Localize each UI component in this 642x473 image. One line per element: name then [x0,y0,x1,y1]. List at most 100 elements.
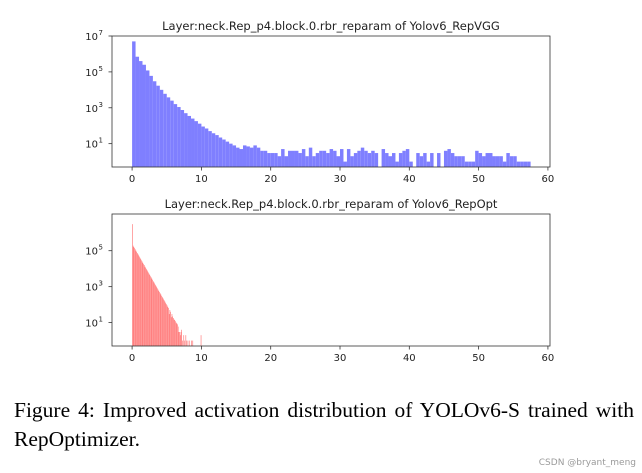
histogram-bar [157,289,159,346]
histogram-bar [191,118,195,167]
watermark: CSDN @bryant_meng [538,458,636,468]
histogram-bar [197,123,202,167]
histogram-bar [215,135,219,167]
x-tick-label: 30 [334,353,347,364]
x-tick-label: 20 [264,174,277,185]
histogram-bar [141,261,143,346]
histogram-bar [145,268,147,346]
histogram-bar [385,153,389,167]
histogram-bar [159,293,161,346]
histogram-bar [478,153,483,167]
histogram-bar [253,145,257,167]
x-tick-label: 40 [403,353,416,364]
histogram-bar [161,295,162,346]
histogram-bar [145,267,146,346]
histogram-bar [154,283,155,346]
y-tick-base: 10 [85,140,98,151]
histogram-bar [140,259,142,346]
histogram-bar [178,332,180,346]
histogram-bar [263,150,268,167]
y-tick-label: 10 [85,140,98,151]
x-tick-label: 50 [472,353,485,364]
histogram-bar [139,256,140,346]
histogram-bar [187,115,192,167]
histogram-bar [471,161,476,167]
histogram-bar [175,321,176,346]
y-tick-label: 10 [85,247,98,258]
histogram-bar [246,146,250,167]
histogram-bar [506,153,510,167]
histogram-bar [152,281,154,346]
histogram-bar [371,150,375,167]
histogram-bar [319,150,323,167]
histogram-bar [291,150,295,167]
histogram-bar [298,153,302,167]
histogram-bar [454,156,458,167]
histogram-bar [136,251,137,346]
histogram-bar [485,153,490,167]
histogram-bar [475,150,479,167]
histogram-bar [173,104,178,167]
histogram-bar [201,126,205,167]
histogram-bar [135,56,140,167]
histogram-bar [367,153,372,167]
histogram-bar [229,143,233,167]
y-tick-base: 10 [85,283,98,294]
histogram-bar [170,100,174,167]
histogram-bar [353,153,358,167]
histogram-bar [159,292,160,346]
histogram-bar [288,150,292,167]
histogram-bar [132,41,136,167]
y-tick-exponent: 5 [99,244,103,252]
histogram-bar [179,335,181,346]
histogram-bar [133,247,135,346]
x-tick-label: 30 [334,174,347,185]
histogram-bar [423,153,427,167]
histogram-bar [142,64,146,167]
x-tick-label: 10 [195,174,208,185]
histogram-bar [188,340,190,346]
histogram-bar [173,319,175,346]
histogram-bar [186,340,187,346]
histogram-bar [191,340,192,346]
histogram-bar [177,107,181,167]
y-tick-exponent: 1 [99,137,103,145]
y-tick-exponent: 3 [99,280,103,288]
y-tick-base: 10 [85,104,98,115]
histogram-bar [159,89,164,167]
y-tick-exponent: 7 [99,29,103,37]
histogram-bar [154,284,156,346]
histogram-bar [468,161,472,167]
histogram-bar [457,156,462,167]
histogram-bar [187,340,189,346]
histogram-bar [211,133,216,167]
histogram-bar [270,153,275,167]
histogram-bar [513,156,517,167]
histogram-bar [398,153,403,167]
histogram-bar [225,141,230,167]
histogram-bar [499,156,503,167]
x-tick-label: 60 [542,174,555,185]
histogram-bar [184,113,188,167]
histogram-bar [256,147,261,167]
histogram-bar [150,277,152,346]
figure-caption: Figure 4: Improved activation distributi… [14,398,634,451]
histogram-bar [179,332,180,346]
x-tick-label: 0 [129,353,135,364]
histogram-bar [167,306,169,346]
histogram-bar [177,324,178,346]
histogram-bar [145,70,150,167]
histogram-bar [236,147,240,167]
histogram-bar [152,81,157,167]
histogram-bar [174,319,176,346]
histogram-bar [185,335,187,346]
histogram-bar [443,150,448,167]
histogram-bar [340,149,344,167]
histogram-bar [437,153,441,167]
histogram-bar [137,254,139,346]
histogram-bar [170,311,171,346]
y-tick-base: 10 [85,68,98,79]
histogram-bar [492,156,496,167]
histogram-bar [132,224,133,346]
histogram-bar [161,296,163,346]
